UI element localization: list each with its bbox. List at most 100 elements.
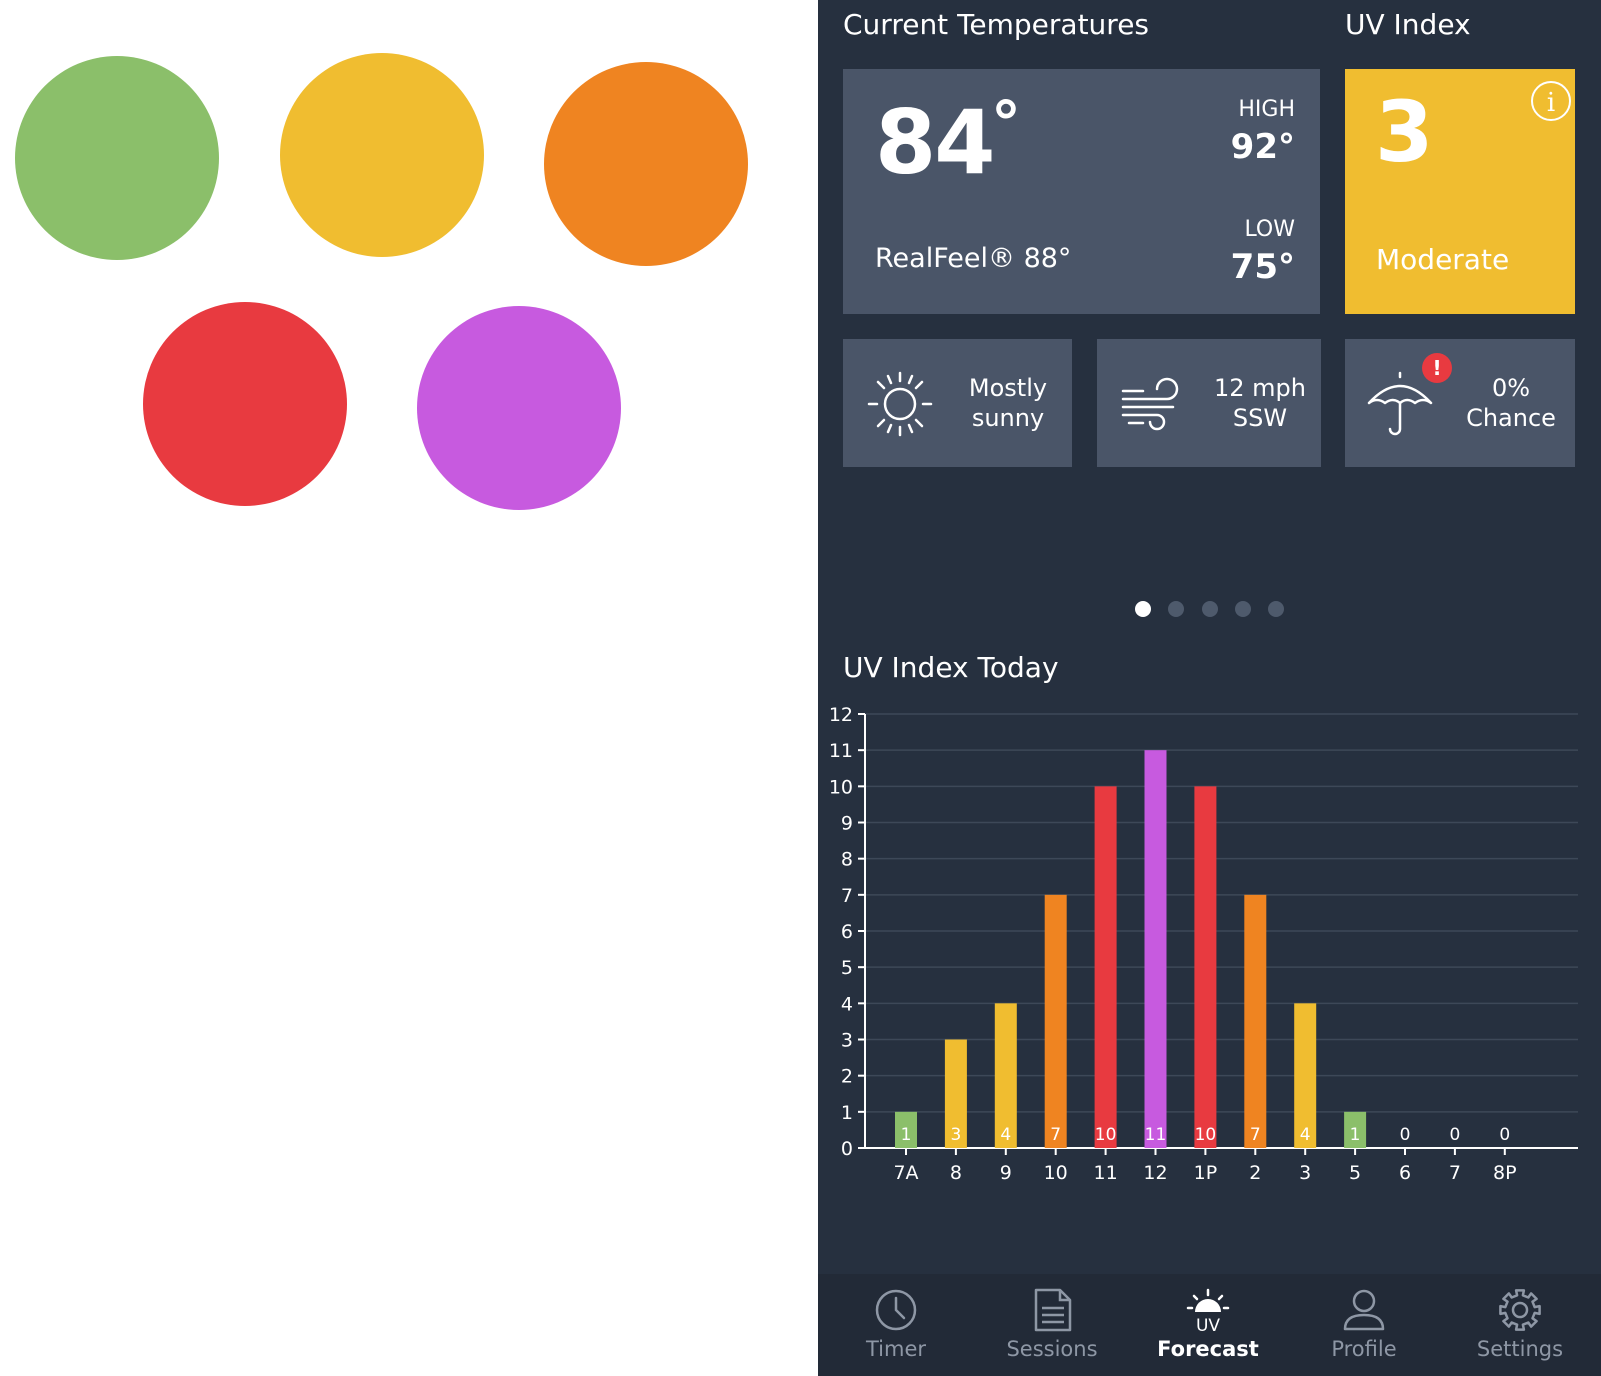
rain-text: 0% Chance — [1466, 374, 1556, 432]
y-tick-label: 8 — [841, 849, 853, 871]
document-icon — [1034, 1288, 1072, 1332]
x-tick-label: 7A — [893, 1162, 918, 1184]
uv-bar — [1094, 786, 1117, 1148]
uv-now-value: 3 — [1375, 83, 1434, 181]
tab-forecast-label: Forecast — [1157, 1337, 1259, 1361]
sky-card[interactable]: Mostly sunny — [843, 339, 1072, 467]
tab-profile-label: Profile — [1331, 1337, 1397, 1361]
umbrella-icon — [1367, 371, 1433, 436]
x-tick-label: 6 — [1399, 1162, 1411, 1184]
x-tick-label: 12 — [1143, 1162, 1167, 1184]
uv-bar — [994, 1003, 1017, 1148]
bar-value-label: 0 — [1400, 1125, 1411, 1145]
y-tick-label: 3 — [841, 1030, 853, 1052]
gear-icon — [1499, 1289, 1541, 1331]
page-dot-5[interactable] — [1268, 601, 1284, 617]
bar-value-label: 4 — [1300, 1125, 1311, 1145]
low-value: 75° — [1230, 247, 1295, 287]
uv-bar — [1344, 1111, 1367, 1148]
bar-value-label: 10 — [1095, 1125, 1117, 1145]
high-value: 92° — [1230, 127, 1295, 167]
bar-value-label: 0 — [1449, 1125, 1460, 1145]
y-tick-label: 0 — [841, 1138, 853, 1160]
x-tick-label: 2 — [1249, 1162, 1261, 1184]
page-dot-3[interactable] — [1202, 601, 1218, 617]
sky-text: Mostly sunny — [968, 374, 1048, 432]
uv-bar — [1294, 1003, 1317, 1148]
uv-sun-icon: UV — [1186, 1288, 1230, 1332]
swatch-extreme — [417, 306, 621, 510]
y-tick-label: 9 — [841, 813, 853, 835]
bar-value-label: 10 — [1195, 1125, 1217, 1145]
tab-profile[interactable]: Profile — [1286, 1274, 1442, 1376]
svg-text:UV: UV — [1196, 1316, 1220, 1332]
bar-value-label: 11 — [1145, 1125, 1167, 1145]
uv-now-card[interactable]: 3 Moderate i — [1345, 69, 1575, 314]
degree-symbol: ° — [991, 89, 1021, 159]
uv-bar — [944, 1039, 967, 1148]
x-tick-label: 3 — [1299, 1162, 1311, 1184]
uv-bar — [895, 1111, 917, 1148]
realfeel-temp: RealFeel® 88° — [875, 243, 1072, 274]
x-tick-label: 11 — [1094, 1162, 1118, 1184]
swatch-very-high — [143, 302, 347, 506]
uv-index-title: UV Index — [1345, 8, 1471, 41]
alert-badge-icon: ! — [1422, 353, 1452, 383]
y-tick-label: 12 — [829, 704, 853, 726]
y-tick-label: 11 — [829, 740, 853, 762]
page-dot-2[interactable] — [1168, 601, 1184, 617]
bar-value-label: 7 — [1250, 1125, 1261, 1145]
tab-sessions[interactable]: Sessions — [974, 1274, 1130, 1376]
person-icon — [1343, 1289, 1385, 1331]
uv-now-level: Moderate — [1376, 243, 1510, 276]
uv-bar — [1194, 786, 1217, 1148]
x-tick-label: 5 — [1349, 1162, 1361, 1184]
bar-value-label: 3 — [950, 1125, 961, 1145]
tab-sessions-label: Sessions — [1006, 1337, 1098, 1361]
bar-value-label: 0 — [1499, 1125, 1510, 1145]
tab-bar: Timer Sessions UV Forecast — [818, 1274, 1601, 1376]
y-tick-label: 2 — [841, 1066, 853, 1088]
tab-forecast[interactable]: UV Forecast — [1130, 1274, 1286, 1376]
page-dot-4[interactable] — [1235, 601, 1251, 617]
page-dot-1[interactable] — [1135, 601, 1151, 617]
swatch-high — [544, 62, 748, 266]
info-icon[interactable]: i — [1531, 81, 1571, 121]
y-tick-label: 10 — [829, 776, 853, 798]
rain-card[interactable]: ! 0% Chance — [1345, 339, 1575, 467]
temperature-card[interactable]: 84 ° HIGH 92° LOW 75° RealFeel® 88° — [843, 69, 1320, 314]
forecast-screen: Current Temperatures UV Index 84 ° HIGH … — [818, 0, 1601, 1376]
swatch-low — [15, 56, 219, 260]
bar-value-label: 7 — [1050, 1125, 1061, 1145]
uv-bar — [1144, 750, 1167, 1148]
wind-icon — [1121, 377, 1179, 431]
y-tick-label: 4 — [841, 993, 853, 1015]
uv-bar — [1244, 894, 1267, 1148]
bar-value-label: 1 — [901, 1125, 912, 1145]
wind-text: 12 mph SSW — [1214, 374, 1306, 432]
x-tick-label: 10 — [1044, 1162, 1068, 1184]
y-tick-label: 6 — [841, 921, 853, 943]
swatch-moderate — [280, 53, 484, 257]
x-tick-label: 8 — [950, 1162, 962, 1184]
y-tick-label: 7 — [841, 885, 853, 907]
tab-settings[interactable]: Settings — [1442, 1274, 1598, 1376]
x-tick-label: 8P — [1493, 1162, 1517, 1184]
chart-title: UV Index Today — [843, 651, 1059, 684]
uv-index-chart: 01234567891011127A18394107111012111P1027… — [829, 704, 1578, 1184]
low-label: LOW — [1244, 217, 1295, 242]
clock-icon — [875, 1289, 917, 1331]
tab-timer[interactable]: Timer — [818, 1274, 974, 1376]
current-temps-title: Current Temperatures — [843, 8, 1150, 41]
sun-icon — [867, 371, 933, 437]
tab-settings-label: Settings — [1476, 1337, 1564, 1361]
current-temp: 84 — [875, 91, 995, 194]
tab-timer-label: Timer — [865, 1337, 927, 1361]
x-tick-label: 1P — [1194, 1162, 1218, 1184]
bar-value-label: 1 — [1350, 1125, 1361, 1145]
x-tick-label: 7 — [1449, 1162, 1461, 1184]
uv-bar — [1044, 894, 1067, 1148]
wind-card[interactable]: 12 mph SSW — [1097, 339, 1321, 467]
y-tick-label: 5 — [841, 957, 853, 979]
y-tick-label: 1 — [841, 1102, 853, 1124]
